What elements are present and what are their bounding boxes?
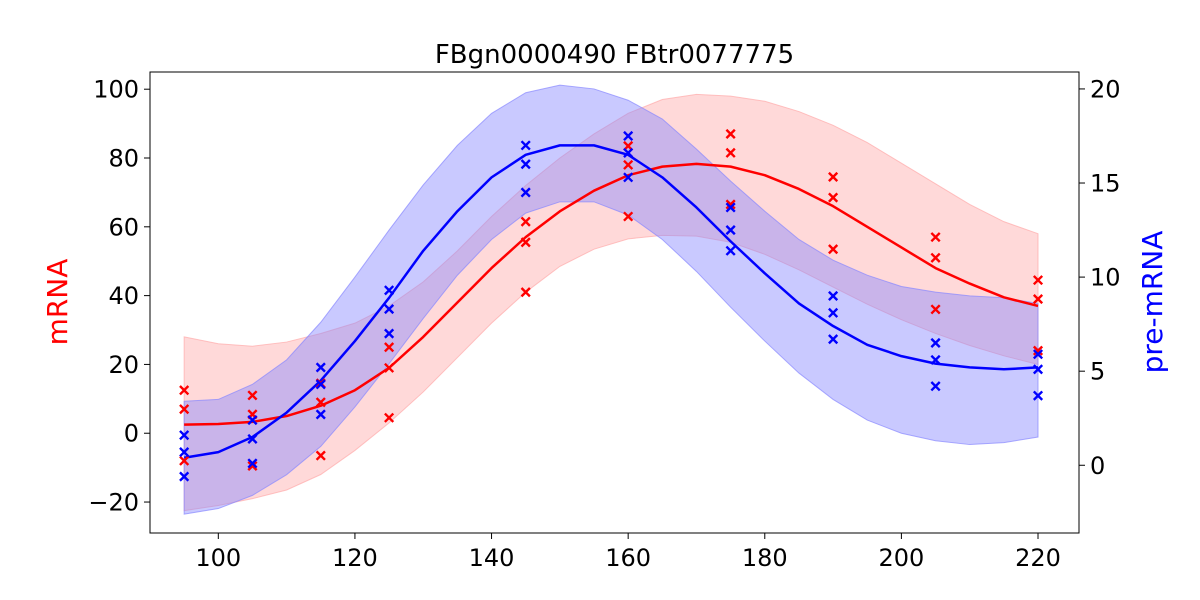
pre-mrna-data-point [247,458,258,469]
data-points [179,128,1044,482]
pre-mrna-data-point [315,379,326,390]
pre-mrna-data-point [247,415,258,426]
x-tick-label: 220 [1015,544,1061,572]
pre-mrna-data-point [1032,349,1044,360]
right-y-tick-label: 0 [1090,452,1105,480]
pre-mrna-data-point [247,433,258,444]
left-y-tick-label: 40 [108,282,139,310]
mrna-data-point [520,216,531,227]
left-y-tick-label: 80 [108,145,139,173]
pre-mrna-data-point [315,409,326,420]
x-tick-label: 140 [469,544,515,572]
mrna-data-point [725,199,736,210]
right-y-axis: 0 5 10 15 20 [1079,75,1121,480]
pre-mrna-data-point [725,202,736,213]
pre-mrna-data-point [179,471,190,482]
right-y-tick-label: 15 [1090,170,1121,198]
mrna-data-point [247,460,258,471]
pre-mrna-data-point [520,159,531,170]
left-y-tick-label: 100 [93,76,139,104]
mrna-data-point [623,211,634,222]
pre-mrna-data-point [179,430,190,441]
mrna-data-point [384,342,395,353]
pre-mrna-data-point [623,147,634,158]
pre-mrna-data-point [930,381,941,392]
pre-mrna-fit-line [183,144,1039,459]
left-y-tick-label: −20 [88,489,139,517]
pre-mrna-data-point [520,140,531,151]
pre-mrna-data-point [828,307,839,318]
mrna-data-point [930,304,941,315]
pre-mrna-confidence-band [183,84,1039,515]
left-y-tick-label: 60 [108,213,139,241]
mrna-data-point [828,244,839,255]
mrna-data-point [520,287,531,298]
pre-mrna-data-point [384,285,395,296]
right-y-axis-label: pre-mRNA [1136,231,1169,374]
mrna-data-point [725,147,736,158]
pre-mrna-data-point [623,130,634,142]
chart-title: FBgn0000490 FBtr0077775 [435,40,794,70]
pre-mrna-data-point [179,447,190,458]
pre-mrna-data-point [725,225,736,236]
mrna-data-point [1032,275,1044,286]
mrna-data-point [384,412,395,423]
mrna-data-point [520,237,531,248]
mrna-data-point [179,385,190,396]
mrna-fit-line [184,162,1039,426]
mrna-data-point [315,397,326,408]
x-tick-label: 120 [332,544,378,572]
fit-lines [183,144,1039,459]
pre-mrna-data-point [725,245,736,256]
mrna-data-point [828,192,839,203]
mrna-data-point [179,404,190,415]
pre-mrna-data-point [384,304,395,315]
mrna-data-point [179,455,190,466]
mrna-data-point [247,390,258,401]
pre-mrna-data-point [315,362,326,373]
mrna-data-point [1032,294,1044,305]
x-tick-label: 180 [742,544,788,572]
pre-mrna-data-point [384,328,395,339]
x-axis: 100 120 140 160 180 200 220 [195,533,1061,572]
left-y-tick-label: 0 [124,420,139,448]
right-y-tick-label: 5 [1090,358,1105,386]
mrna-data-point [1032,345,1044,356]
mrna-data-point [828,171,839,182]
pre-mrna-data-point [1032,390,1044,401]
x-tick-label: 200 [878,544,924,572]
mrna-data-point [930,252,941,263]
left-y-axis-label: mRNA [41,259,74,346]
right-y-tick-label: 20 [1090,75,1121,103]
left-y-axis: −20 0 20 40 60 80 100 [88,76,150,517]
pre-mrna-data-point [828,334,839,345]
mrna-data-point [315,450,326,461]
pre-mrna-data-point [930,337,941,349]
pre-mrna-data-point [828,290,839,301]
right-y-tick-label: 10 [1090,264,1121,292]
x-tick-label: 100 [195,544,241,572]
x-tick-label: 160 [605,544,651,572]
pre-mrna-data-point [623,172,634,183]
mrna-data-point [725,128,736,139]
left-y-tick-label: 20 [108,351,139,379]
pre-mrna-data-point [1032,364,1044,375]
confidence-bands [183,84,1039,515]
pre-mrna-data-point [930,354,941,365]
mrna-data-point [930,232,941,243]
plot-frame [149,71,1080,534]
mrna-data-point [384,362,395,373]
mrna-data-point [623,159,634,170]
pre-mrna-data-point [520,187,531,198]
